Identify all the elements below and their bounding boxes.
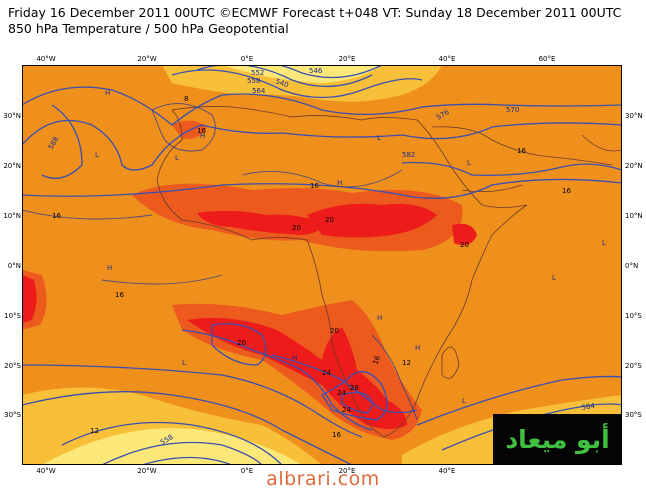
watermark-site: albrari.com [266, 468, 380, 490]
high-marker: H [107, 264, 112, 272]
lon-tick-label: 40°W [36, 467, 56, 475]
temp-label: 20 [460, 241, 469, 249]
low-marker: L [602, 239, 606, 247]
temp-label: 16 [115, 291, 124, 299]
low-marker: L [182, 359, 186, 367]
contour-label-558: 558 [247, 77, 260, 85]
temp-label: 20 [237, 339, 246, 347]
temp-label: 16 [310, 182, 319, 190]
lat-tick-label: 30°S [625, 411, 642, 419]
low-marker: L [552, 274, 556, 282]
lat-tick-label: 10°N [3, 212, 21, 220]
logo-text: أبو ميعاد [505, 424, 610, 454]
temp-label: 8 [184, 95, 188, 103]
low-marker: L [462, 397, 466, 405]
cold-zones [42, 65, 382, 465]
temp-label: 20 [292, 224, 301, 232]
lon-tick-label: 40°E [438, 467, 456, 475]
lat-tick-label: 20°N [3, 162, 21, 170]
contour-label-582: 582 [402, 151, 415, 159]
contour-label-564: 564 [252, 87, 266, 95]
lat-tick-label: 10°S [4, 312, 21, 320]
temp-label: 24 [322, 369, 331, 377]
lon-tick-label: 20°W [137, 467, 157, 475]
contour-label-564-south: 564 [581, 402, 596, 412]
lat-tick-label: 20°S [4, 362, 21, 370]
lat-tick-label: 20°N [625, 162, 643, 170]
forecast-title: Friday 16 December 2011 00UTC ©ECMWF For… [8, 5, 622, 20]
temperature-labels: 16 16 16 16 16 16 16 20 20 20 20 20 24 2… [52, 95, 571, 439]
lat-tick-label: 0°N [625, 262, 639, 270]
temp-label: 16 [197, 127, 206, 135]
lon-tick-label: 0°E [240, 467, 254, 475]
contour-label-570: 570 [506, 106, 519, 114]
high-marker: H [377, 314, 382, 322]
map-frame [22, 65, 622, 465]
coastlines [156, 106, 622, 438]
forecast-subtitle: 850 hPa Temperature / 500 hPa Geopotenti… [8, 21, 289, 36]
low-marker: L [377, 134, 381, 142]
lat-tick-label: 30°S [4, 411, 21, 419]
pressure-markers: H H H H H H H L L L L L L L L [95, 89, 606, 405]
low-marker: L [95, 151, 99, 159]
temp-label: 24 [337, 389, 346, 397]
lon-tick-label: 20°W [137, 55, 157, 63]
high-marker: H [105, 89, 110, 97]
temp-label: 20 [330, 327, 339, 335]
high-marker: H [415, 344, 420, 352]
lat-tick-label: 10°S [625, 312, 642, 320]
lon-tick-label: 0°E [240, 55, 254, 63]
lon-tick-label: 40°E [438, 55, 456, 63]
contour-value-labels: 540 546 552 558 564 570 576 582 588 564 … [47, 67, 596, 447]
lat-tick-label: 30°N [625, 112, 643, 120]
lon-tick-label: 20°E [338, 467, 356, 475]
lon-tick-label: 20°E [338, 55, 356, 63]
lat-tick-label: 30°N [3, 112, 21, 120]
low-marker: L [467, 159, 471, 167]
temp-label: 16 [52, 212, 61, 220]
temp-label: 24 [342, 406, 351, 414]
geopotential-contours [22, 65, 622, 465]
temp-label: 16 [332, 431, 341, 439]
lon-tick-label: 60°E [538, 55, 556, 63]
contour-label-552: 552 [251, 69, 264, 77]
low-marker: L [175, 154, 179, 162]
lat-tick-label: 10°N [625, 212, 643, 220]
temp-label: 20 [325, 216, 334, 224]
temp-label: 12 [402, 359, 411, 367]
temp-label: 16 [562, 187, 571, 195]
isotherms [22, 103, 418, 421]
high-marker: H [292, 354, 297, 362]
temp-label: 16 [371, 354, 382, 366]
high-marker: H [200, 132, 205, 140]
temp-label: 16 [517, 147, 526, 155]
weather-map: 540 546 552 558 564 570 576 582 588 564 … [22, 65, 622, 465]
high-marker: H [337, 179, 342, 187]
lat-tick-label: 20°S [625, 362, 642, 370]
temp-label: 28 [350, 384, 359, 392]
watermark-logo: أبو ميعاد [493, 414, 622, 464]
contour-label-546: 546 [309, 67, 323, 75]
temp-label: 12 [90, 427, 99, 435]
lon-tick-label: 40°W [36, 55, 56, 63]
lat-tick-label: 0°N [7, 262, 21, 270]
